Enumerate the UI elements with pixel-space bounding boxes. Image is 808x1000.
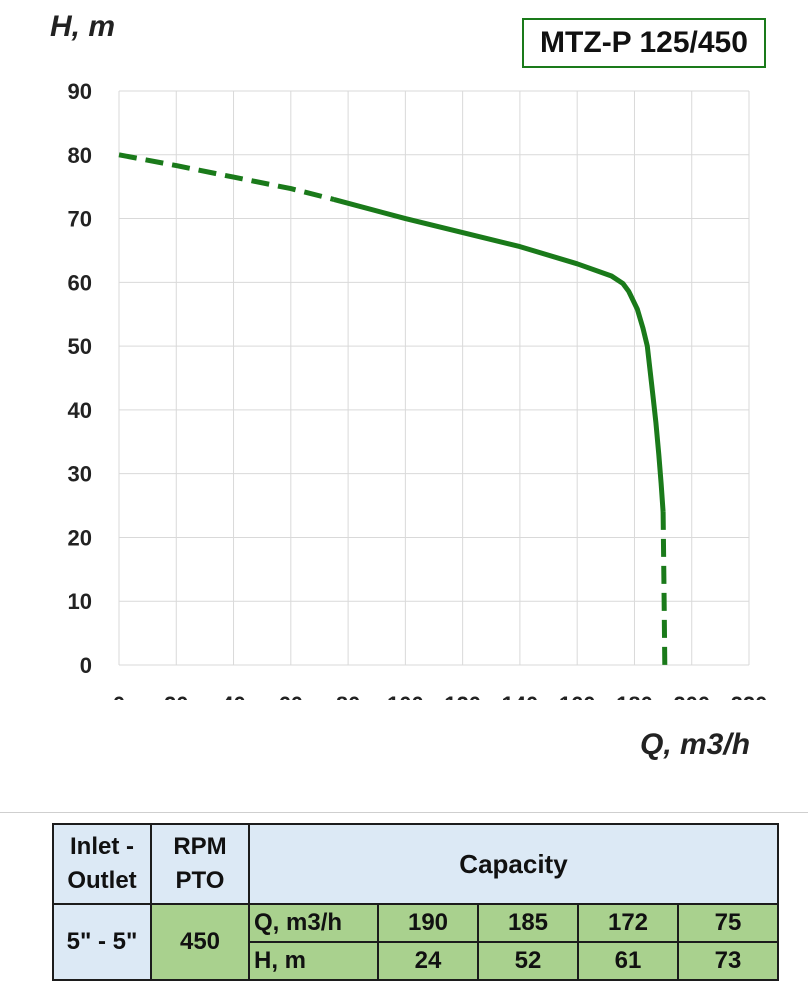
- y-tick-label: 80: [68, 143, 92, 168]
- x-tick-label: 40: [221, 692, 245, 700]
- x-tick-label: 20: [164, 692, 188, 700]
- chart-grid: [118, 90, 750, 666]
- curve-segment-dashed: [118, 152, 335, 202]
- x-tick-label: 180: [616, 692, 653, 700]
- x-tick-label: 220: [731, 692, 768, 700]
- inlet-value: 5" - 5": [52, 903, 152, 981]
- x-tick-label: 160: [559, 692, 596, 700]
- y-tick-label: 40: [68, 398, 92, 423]
- x-tick-label: 80: [336, 692, 360, 700]
- y-axis-label: H, m: [50, 10, 116, 43]
- y-tick-label: 50: [68, 334, 92, 359]
- rpm-header: RPM PTO: [150, 823, 250, 905]
- x-tick-label: 120: [444, 692, 481, 700]
- y-tick-label: 0: [80, 653, 92, 678]
- rpm-value: 450: [150, 903, 250, 981]
- curve-segment-solid: [333, 196, 666, 513]
- x-tick-label: 60: [279, 692, 303, 700]
- x-tick-label: 0: [113, 692, 125, 700]
- q-cell: 190: [377, 903, 479, 943]
- pump-curve-chart: 0 20 40 60 80 100 120 140 160 180 200 220 0 10 20 30 40 5…: [68, 79, 768, 700]
- chart-title: MTZ-P 125/450: [522, 18, 766, 68]
- y-tick-label: 10: [68, 589, 92, 614]
- inlet-header: Inlet - Outlet: [52, 823, 152, 905]
- q-row-label: Q, m3/h: [248, 903, 379, 943]
- chart-ticks: 0 20 40 60 80 100 120 140 160 180 200 220 0 10 20 30 40 5…: [68, 79, 768, 700]
- y-tick-label: 60: [68, 270, 92, 295]
- h-cell: 73: [677, 941, 779, 981]
- y-tick-label: 20: [68, 525, 92, 550]
- q-cell: 75: [677, 903, 779, 943]
- spec-table: Inlet - Outlet RPM PTO Capacity 5" - 5" …: [52, 823, 779, 981]
- y-tick-label: 30: [68, 462, 92, 487]
- x-tick-label: 200: [673, 692, 710, 700]
- h-row-label: H, m: [248, 941, 379, 981]
- h-cell: 24: [377, 941, 479, 981]
- curve-segment-dashed: [660, 511, 668, 666]
- chart-curves: [118, 152, 668, 666]
- x-tick-label: 100: [387, 692, 424, 700]
- q-cell: 172: [577, 903, 679, 943]
- capacity-header: Capacity: [248, 823, 779, 905]
- q-cell: 185: [477, 903, 579, 943]
- x-tick-label: 140: [502, 692, 539, 700]
- x-axis-label: Q, m3/h: [640, 728, 751, 761]
- h-cell: 52: [477, 941, 579, 981]
- h-cell: 61: [577, 941, 679, 981]
- section-divider: [0, 812, 808, 813]
- y-tick-label: 70: [68, 207, 92, 232]
- y-tick-label: 90: [68, 79, 92, 104]
